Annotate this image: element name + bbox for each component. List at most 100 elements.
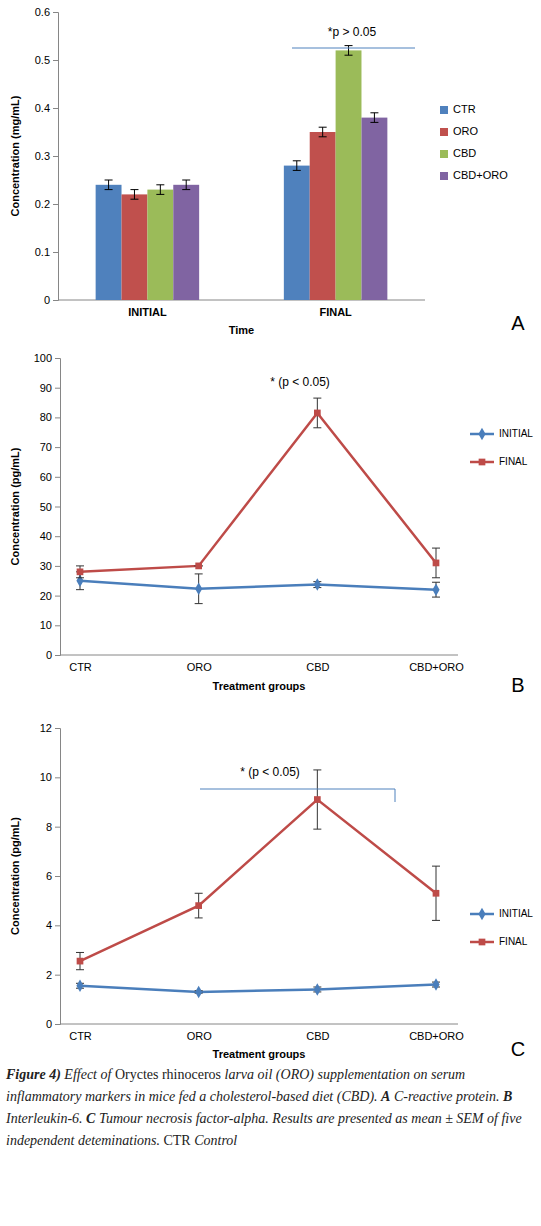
- y-tick-label: 70: [40, 441, 52, 453]
- error-bar: [182, 180, 190, 190]
- y-tick-mark: [53, 60, 58, 61]
- legend-marker: [478, 908, 485, 920]
- x-tick-label: CBD: [306, 661, 329, 673]
- y-tick-mark: [55, 777, 60, 778]
- caption-text: Effect of: [61, 1067, 115, 1082]
- figure: 00.10.20.30.40.50.6INITIALFINALConcentra…: [0, 0, 541, 1226]
- legend: INITIALFINAL: [470, 428, 533, 467]
- y-tick-mark: [55, 876, 60, 877]
- legend-swatch: [440, 106, 448, 114]
- y-tick: 50: [40, 501, 60, 513]
- error-bar: [432, 548, 440, 578]
- x-tick-label: CTR: [69, 661, 92, 673]
- legend-label: ORO: [453, 125, 479, 137]
- y-tick-label: 60: [40, 471, 52, 483]
- legend-label: CBD+ORO: [453, 169, 508, 181]
- point-marker: [433, 560, 440, 567]
- point-marker: [314, 983, 321, 995]
- error-bar: [432, 582, 440, 597]
- legend-swatch: [440, 150, 448, 158]
- error-bar: [313, 770, 321, 829]
- error-bar: [345, 46, 353, 56]
- y-tick: 90: [40, 382, 60, 394]
- x-tick: CBD+ORO: [409, 1030, 464, 1042]
- series-line: [80, 581, 436, 590]
- x-tick: INITIAL: [128, 306, 167, 318]
- y-tick: 0.2: [35, 198, 58, 210]
- y-tick-label: 0: [44, 294, 50, 306]
- chart-panel: 0102030405060708090100CTROROCBDCBD+OROCo…: [9, 352, 533, 696]
- y-tick-mark: [55, 827, 60, 828]
- y-tick: 80: [40, 411, 60, 423]
- caption-text: C: [86, 1111, 95, 1126]
- caption-text: B: [503, 1089, 512, 1104]
- y-tick-mark: [55, 596, 60, 597]
- legend-label: CTR: [453, 103, 476, 115]
- y-tick-label: 50: [40, 501, 52, 513]
- y-axis-title: Concentration (mg/mL): [9, 95, 21, 216]
- caption-text: Figure 4): [6, 1067, 61, 1082]
- panel-label: A: [511, 312, 525, 334]
- x-tick-label: CBD+ORO: [409, 661, 464, 673]
- legend-label: INITIAL: [499, 428, 533, 439]
- error-bar: [130, 190, 138, 200]
- error-bar: [319, 127, 327, 137]
- legend: INITIALFINAL: [470, 908, 533, 947]
- y-tick-label: 0: [46, 649, 52, 661]
- x-tick: CTR: [69, 661, 92, 673]
- point-marker: [314, 796, 321, 803]
- series-line: [80, 413, 436, 572]
- y-tick: 70: [40, 441, 60, 453]
- x-tick-label: ORO: [187, 1030, 213, 1042]
- x-tick-label: ORO: [187, 661, 213, 673]
- y-tick-mark: [53, 12, 58, 13]
- y-axis-title: Concentration (pg/mL): [9, 817, 21, 935]
- y-axis-line: [53, 13, 59, 301]
- y-axis: 024681012: [40, 722, 61, 1030]
- bar: [284, 166, 310, 300]
- panel-label: C: [511, 1038, 525, 1060]
- y-tick: 0.3: [35, 150, 58, 162]
- y-tick-label: 0.2: [35, 198, 50, 210]
- x-tick-label: CBD: [306, 1030, 329, 1042]
- bar: [336, 50, 362, 300]
- point-marker: [76, 980, 83, 992]
- y-tick-label: 0.4: [35, 102, 50, 114]
- significance-label: *p > 0.05: [328, 25, 377, 39]
- y-axis: 00.10.20.30.40.50.6: [35, 6, 59, 306]
- x-axis-line: [60, 1024, 458, 1025]
- y-axis-line: [55, 729, 61, 1025]
- x-tick-label: CTR: [69, 1030, 92, 1042]
- y-axis-line: [55, 359, 61, 656]
- y-tick-label: 90: [40, 382, 52, 394]
- error-bar: [313, 398, 321, 428]
- caption-text: Interleukin-6.: [6, 1111, 86, 1126]
- point-marker: [432, 978, 439, 990]
- y-tick-mark: [55, 625, 60, 626]
- y-axis: 0102030405060708090100: [34, 352, 61, 661]
- y-tick: 0.5: [35, 54, 58, 66]
- x-tick-label: CBD+ORO: [409, 1030, 464, 1042]
- point-marker: [77, 958, 84, 965]
- point-marker: [432, 583, 439, 595]
- y-tick-mark: [55, 358, 60, 359]
- y-tick-mark: [55, 925, 60, 926]
- bar: [173, 185, 199, 300]
- y-tick: 2: [46, 969, 60, 981]
- plot-marks: [76, 398, 440, 604]
- y-tick-mark: [55, 536, 60, 537]
- x-tick: FINAL: [319, 306, 352, 318]
- caption-text: A: [381, 1089, 390, 1104]
- y-tick: 0: [46, 1018, 60, 1030]
- point-marker: [77, 568, 84, 575]
- y-tick: 8: [46, 821, 60, 833]
- y-tick-mark: [53, 252, 58, 253]
- y-tick-label: 20: [40, 590, 52, 602]
- error-bar: [105, 180, 113, 190]
- error-bar: [293, 161, 301, 171]
- y-tick-mark: [55, 728, 60, 729]
- significance-bracket: [292, 48, 415, 49]
- significance-label: * (p < 0.05): [270, 375, 330, 389]
- y-tick-label: 30: [40, 560, 52, 572]
- y-tick-label: 6: [46, 870, 52, 882]
